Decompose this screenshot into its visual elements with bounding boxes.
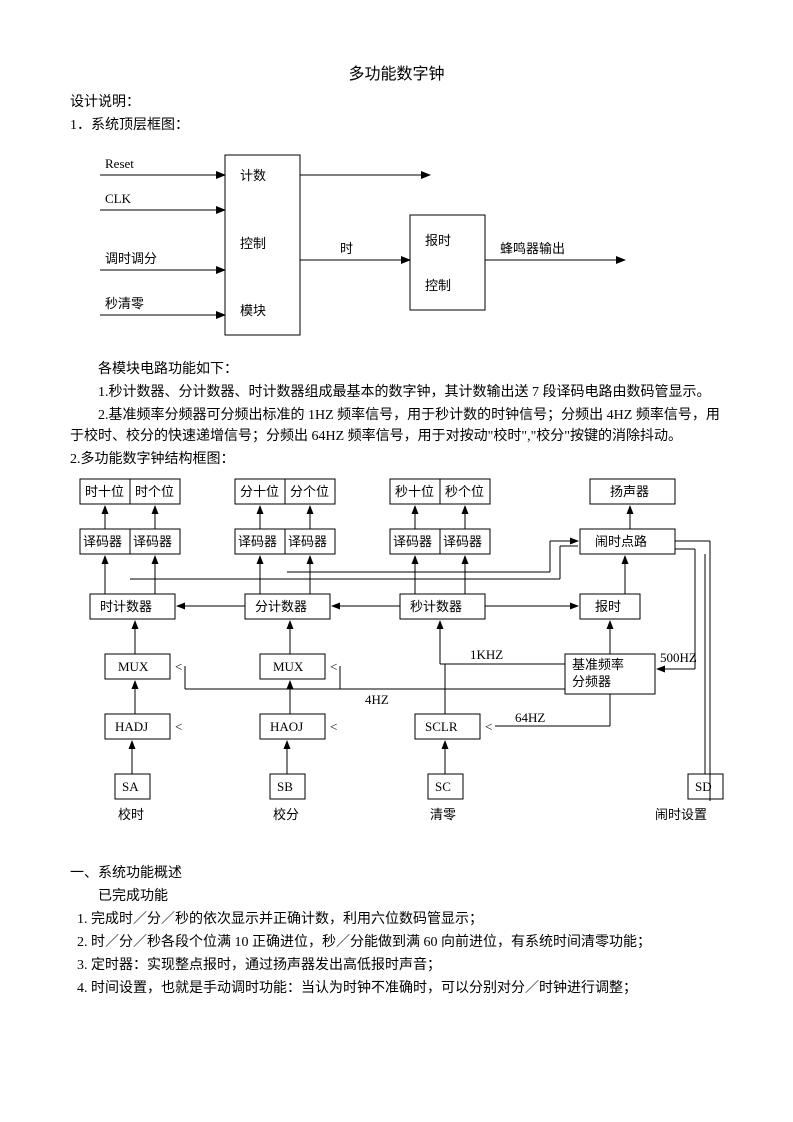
freq-4: 4HZ <box>365 692 389 707</box>
feature-1: 完成时／分／秒的依次显示并正确计数，利用六位数码管显示； <box>91 909 723 930</box>
lbl-sb: 校分 <box>273 807 299 822</box>
dec-s1: 译码器 <box>443 534 482 549</box>
sclr: SCLR <box>425 719 458 734</box>
dec-m10: 译码器 <box>238 534 277 549</box>
alarm-circuit: 闹时点路 <box>595 534 647 549</box>
freq-1k: 1KHZ <box>470 647 503 662</box>
block2-line1: 报时 <box>425 233 451 248</box>
feature-list: 完成时／分／秒的依次显示并正确计数，利用六位数码管显示； 时／分／秒各段个位满 … <box>91 909 723 999</box>
haoj: HAOJ <box>270 719 303 734</box>
para-2: 2.基准频率分频器可分频出标准的 1HZ 频率信号，用于秒计数的时钟信号；分频出… <box>70 405 723 447</box>
freq-box-2: 分频器 <box>572 674 611 689</box>
mux-h: MUX <box>118 659 149 674</box>
input-adjust: 调时调分 <box>105 251 157 266</box>
svg-text:<: < <box>330 719 337 734</box>
page-title: 多功能数字钟 <box>70 60 723 84</box>
feature-4: 时间设置，也就是手动调时功能：当认为时钟不准确时，可以分别对分／时钟进行调整； <box>91 978 723 999</box>
para-1: 1.秒计数器、分计数器、时计数器组成最基本的数字钟，其计数输出送 7 段译码电路… <box>70 382 723 403</box>
input-clk: CLK <box>105 191 132 206</box>
freq-64: 64HZ <box>515 710 545 725</box>
disp-s1: 秒个位 <box>445 484 484 499</box>
para-3: 2.多功能数字钟结构框图： <box>70 449 723 470</box>
feature-3: 定时器：实现整点报时，通过扬声器发出高低报时声音； <box>91 955 723 976</box>
counter-h: 时计数器 <box>100 599 152 614</box>
lbl-sd: 闹时设置 <box>655 807 707 822</box>
dec-s10: 译码器 <box>393 534 432 549</box>
block1-line1: 计数 <box>240 168 266 183</box>
freq-box-1: 基准频率 <box>572 657 624 672</box>
svg-text:<: < <box>485 719 492 734</box>
lbl-sa: 校时 <box>118 807 144 822</box>
top-level-diagram: 计数 控制 模块 报时 控制 Reset CLK 调时调分 秒清零 时 蜂鸣器输… <box>70 140 723 355</box>
intro-line-1: 设计说明： <box>70 92 723 113</box>
lbl-sc: 清零 <box>430 807 456 822</box>
svg-text:<: < <box>175 719 182 734</box>
dec-h10: 译码器 <box>83 534 122 549</box>
disp-h10: 时十位 <box>85 484 124 499</box>
disp-h1: 时个位 <box>135 484 174 499</box>
disp-s10: 秒十位 <box>395 484 434 499</box>
sb: SB <box>277 779 293 794</box>
block1-line3: 模块 <box>240 303 266 318</box>
sa: SA <box>122 779 139 794</box>
mux-m: MUX <box>273 659 304 674</box>
dec-m1: 译码器 <box>288 534 327 549</box>
feature-2: 时／分／秒各段个位满 10 正确进位，秒／分能做到满 60 向前进位，有系统时间… <box>91 932 723 953</box>
mid-label: 时 <box>340 241 353 256</box>
sd: SD <box>695 779 712 794</box>
speaker-label: 扬声器 <box>610 484 649 499</box>
disp-m10: 分十位 <box>240 484 279 499</box>
disp-m1: 分个位 <box>290 484 329 499</box>
block2-line2: 控制 <box>425 278 451 293</box>
input-clear: 秒清零 <box>105 296 144 311</box>
svg-text:<: < <box>330 659 337 674</box>
structure-diagram: 时十位 时个位 分十位 分个位 秒十位 秒个位 扬声器 <box>70 474 723 859</box>
hadj: HADJ <box>115 719 148 734</box>
sys-sub: 已完成功能 <box>70 886 723 907</box>
block1-line2: 控制 <box>240 236 266 251</box>
sys-title: 一、系统功能概述 <box>70 863 723 884</box>
freq-500: 500HZ <box>660 650 697 665</box>
dec-h1: 译码器 <box>133 534 172 549</box>
output-label: 蜂鸣器输出 <box>500 241 565 256</box>
modules-heading: 各模块电路功能如下： <box>70 359 723 380</box>
svg-text:<: < <box>175 659 182 674</box>
intro-line-2: 1．系统顶层框图： <box>70 115 723 136</box>
counter-s: 秒计数器 <box>410 599 462 614</box>
sc: SC <box>435 779 451 794</box>
counter-m: 分计数器 <box>255 599 307 614</box>
baoshi: 报时 <box>595 599 621 614</box>
input-reset: Reset <box>105 156 134 171</box>
